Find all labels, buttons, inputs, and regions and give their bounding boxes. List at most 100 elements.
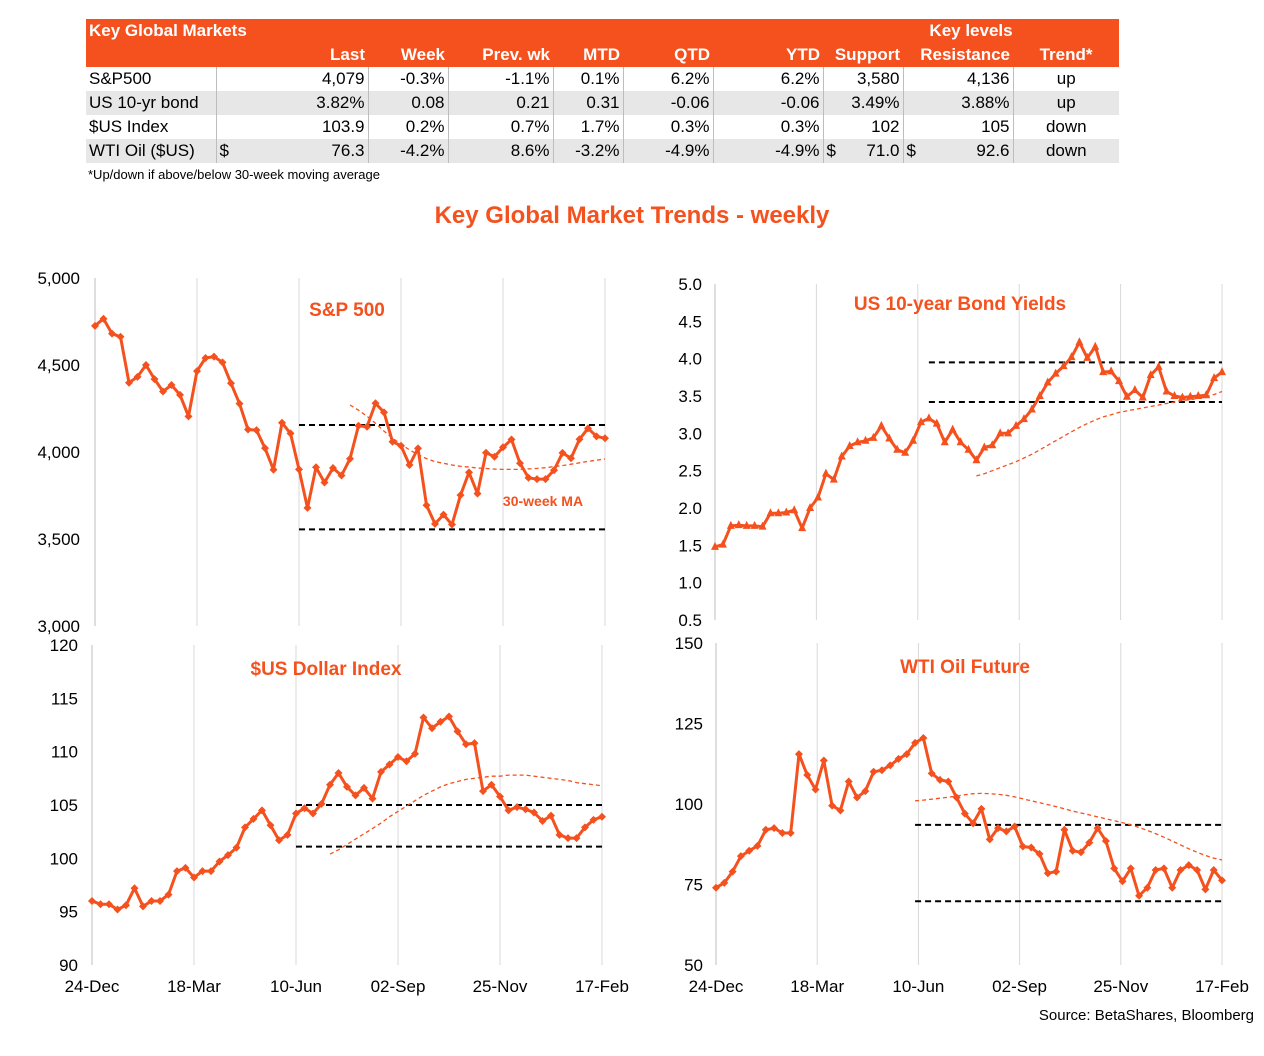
data-point: [1035, 849, 1044, 858]
data-point: [278, 418, 286, 427]
cell-value: 0.31: [586, 93, 620, 112]
data-point: [794, 750, 803, 759]
data-point: [1110, 864, 1119, 873]
cell-mtd: 0.31: [552, 91, 623, 115]
data-point: [902, 750, 911, 759]
data-point: [584, 424, 592, 433]
data-point: [215, 857, 224, 866]
data-point: [790, 505, 799, 514]
y-tick-label: 100: [50, 849, 78, 868]
y-tick-label: 3.5: [678, 387, 702, 406]
data-point: [105, 900, 113, 909]
cell-value: 0.7%: [510, 117, 550, 136]
y-tick-label: 5.0: [678, 275, 702, 294]
cell-value: 8.6%: [510, 141, 550, 160]
data-point: [351, 791, 360, 800]
data-point: [758, 521, 767, 530]
y-tick-label: 4.5: [678, 312, 702, 331]
cell-support: 3.49%: [822, 91, 903, 115]
data-point: [227, 379, 235, 388]
data-point: [1176, 866, 1185, 875]
data-point: [241, 823, 249, 832]
data-point: [513, 803, 521, 812]
data-point: [811, 785, 820, 794]
table-row: US 10-yr bond 3.82% 0.08 0.21 0.31 -0.06 -0.06…: [86, 91, 1120, 115]
data-point: [1143, 883, 1152, 892]
cell-prev-wk: 8.6%: [447, 139, 553, 163]
cell-value: 3.49%: [851, 93, 900, 112]
chart-dxy: 90 95 100 105 110 115 120 24-Dec 18-Mar 10-Jun 02-…: [50, 636, 629, 996]
data-point: [813, 492, 822, 501]
data-point: [927, 769, 936, 778]
data-point: [371, 399, 380, 408]
data-point: [806, 503, 815, 511]
data-point: [1130, 385, 1139, 394]
data-point: [901, 447, 910, 456]
data-point: [845, 441, 854, 450]
cell-value: 0.21: [516, 93, 550, 112]
data-point: [1201, 885, 1210, 894]
table-header-row: Last Week Prev. wk MTD QTD YTD Support R…: [86, 43, 1120, 67]
data-point: [504, 806, 513, 815]
data-point: [575, 435, 584, 444]
data-point: [861, 787, 870, 796]
table-row: $US Index 103.9 0.2% 0.7% 1.7% 0.3% 0.3% 102 105…: [86, 115, 1120, 139]
cell-value: -4.9%: [665, 141, 710, 160]
data-point: [598, 812, 606, 821]
data-point: [249, 814, 258, 823]
cell-value: -1.1%: [505, 69, 550, 88]
data-point: [499, 443, 507, 452]
x-tick-label: 02-Sep: [992, 977, 1047, 996]
data-point: [742, 520, 751, 529]
data-point: [150, 375, 159, 384]
data-point: [309, 809, 317, 818]
data-point: [368, 794, 377, 803]
data-point: [869, 767, 878, 776]
cell-ytd: 0.3%: [712, 115, 823, 139]
data-point: [581, 823, 589, 832]
data-point: [1076, 848, 1085, 857]
data-point: [176, 390, 184, 399]
data-point: [1012, 420, 1021, 429]
data-point: [394, 753, 402, 761]
data-point: [496, 792, 504, 801]
x-tick-label: 24-Dec: [689, 977, 744, 996]
cell-value: 103.9: [321, 117, 365, 136]
data-point: [538, 817, 547, 825]
y-tick-label: 125: [675, 715, 703, 734]
y-tick-label: 3,500: [37, 530, 80, 549]
data-point: [877, 420, 886, 429]
data-point: [1168, 883, 1177, 892]
data-point: [786, 828, 795, 837]
cell-ytd: -0.06: [712, 91, 823, 115]
data-point: [482, 448, 490, 457]
data-point: [567, 454, 575, 463]
row-name: US 10-yr bond: [86, 91, 217, 115]
chart-wti: 50 75 100 125 150 24-Dec 18-Mar 10-Jun 02-Sep 25-…: [675, 634, 1249, 996]
data-point: [317, 799, 326, 808]
cell-value: 102: [871, 117, 900, 136]
data-point: [385, 760, 394, 769]
x-tick-label: 02-Sep: [371, 977, 426, 996]
data-point: [1107, 366, 1116, 375]
data-point: [1138, 392, 1147, 401]
data-point: [803, 771, 812, 780]
moving-average-line: [915, 792, 1223, 861]
data-point: [201, 354, 210, 363]
data-point: [877, 766, 886, 775]
data-point: [753, 841, 762, 850]
cell-prev-wk: 0.21: [447, 91, 553, 115]
cell-value: -0.3%: [400, 69, 445, 88]
data-point: [1052, 867, 1061, 876]
data-point: [1043, 377, 1052, 386]
data-point: [919, 733, 928, 742]
cell-week: -0.3%: [367, 67, 448, 91]
data-point: [558, 448, 567, 457]
data-point: [266, 821, 275, 830]
data-point: [988, 440, 997, 449]
data-point: [712, 883, 720, 892]
data-point: [1093, 824, 1102, 833]
data-point: [774, 508, 783, 517]
y-tick-label: 1.0: [678, 574, 702, 593]
data-point: [147, 897, 156, 905]
